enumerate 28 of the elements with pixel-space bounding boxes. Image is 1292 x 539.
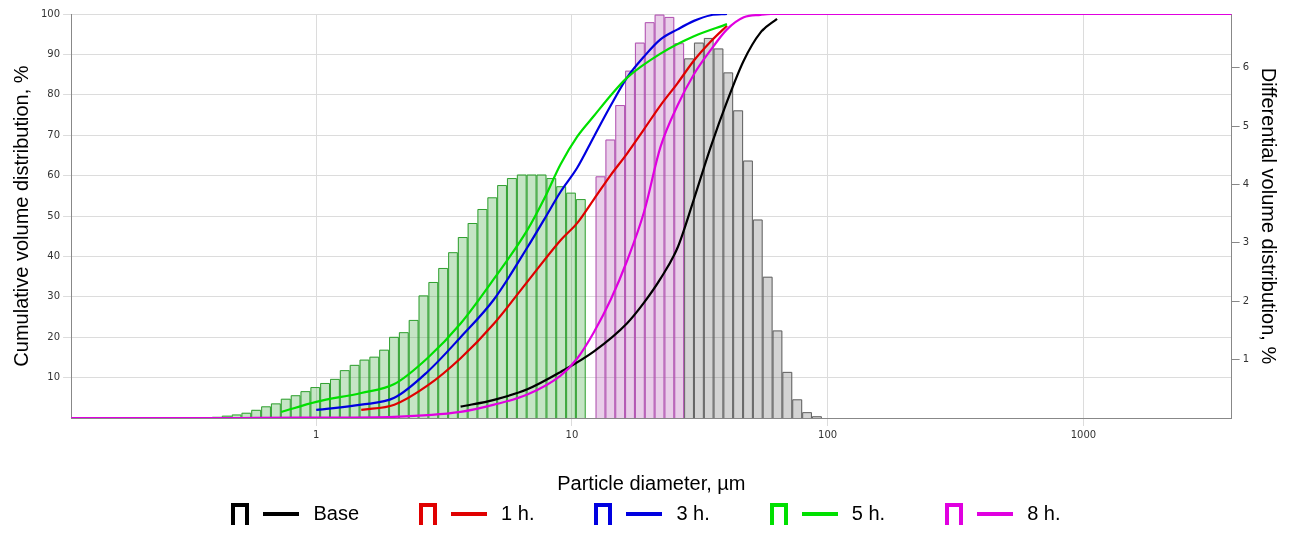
legend-label: Base bbox=[313, 502, 360, 525]
y-tick-label: 100 bbox=[40, 7, 61, 19]
x-tick-label: 10 bbox=[565, 428, 579, 440]
y2-tick-label: 4 bbox=[1242, 178, 1250, 190]
y-tick-label: 80 bbox=[47, 88, 61, 100]
legend-label: 1 h. bbox=[501, 502, 535, 525]
y-axis-title: Cumulative volume distribution, % bbox=[9, 65, 32, 367]
y2-tick-label: 1 bbox=[1242, 353, 1250, 365]
y-tick-label: 20 bbox=[47, 330, 61, 342]
legend-label: 5 h. bbox=[851, 502, 886, 525]
y2-tick-label: 5 bbox=[1242, 119, 1250, 131]
legend-label: 3 h. bbox=[676, 502, 710, 525]
y2-tick-label: 2 bbox=[1242, 294, 1250, 306]
x-tick-label: 1000 bbox=[1070, 428, 1097, 440]
legend-label: 8 h. bbox=[1027, 502, 1061, 525]
y-tick-label: 90 bbox=[47, 47, 61, 59]
y2-axis-title: Differential volume distribution, % bbox=[1258, 67, 1281, 365]
x-tick-label: 100 bbox=[818, 428, 838, 440]
y-tick-label: 30 bbox=[47, 290, 61, 302]
y2-tick-label: 6 bbox=[1242, 61, 1250, 73]
y-tick-label: 70 bbox=[47, 128, 61, 140]
y-tick-label: 50 bbox=[47, 209, 61, 221]
y-tick-label: 10 bbox=[47, 371, 61, 383]
y-tick-label: 40 bbox=[47, 249, 61, 261]
y-tick-label: 60 bbox=[47, 169, 61, 181]
y2-tick-label: 3 bbox=[1242, 236, 1250, 248]
x-tick-label: 1 bbox=[313, 428, 320, 440]
x-axis-title: Particle diameter, µm bbox=[557, 471, 746, 494]
